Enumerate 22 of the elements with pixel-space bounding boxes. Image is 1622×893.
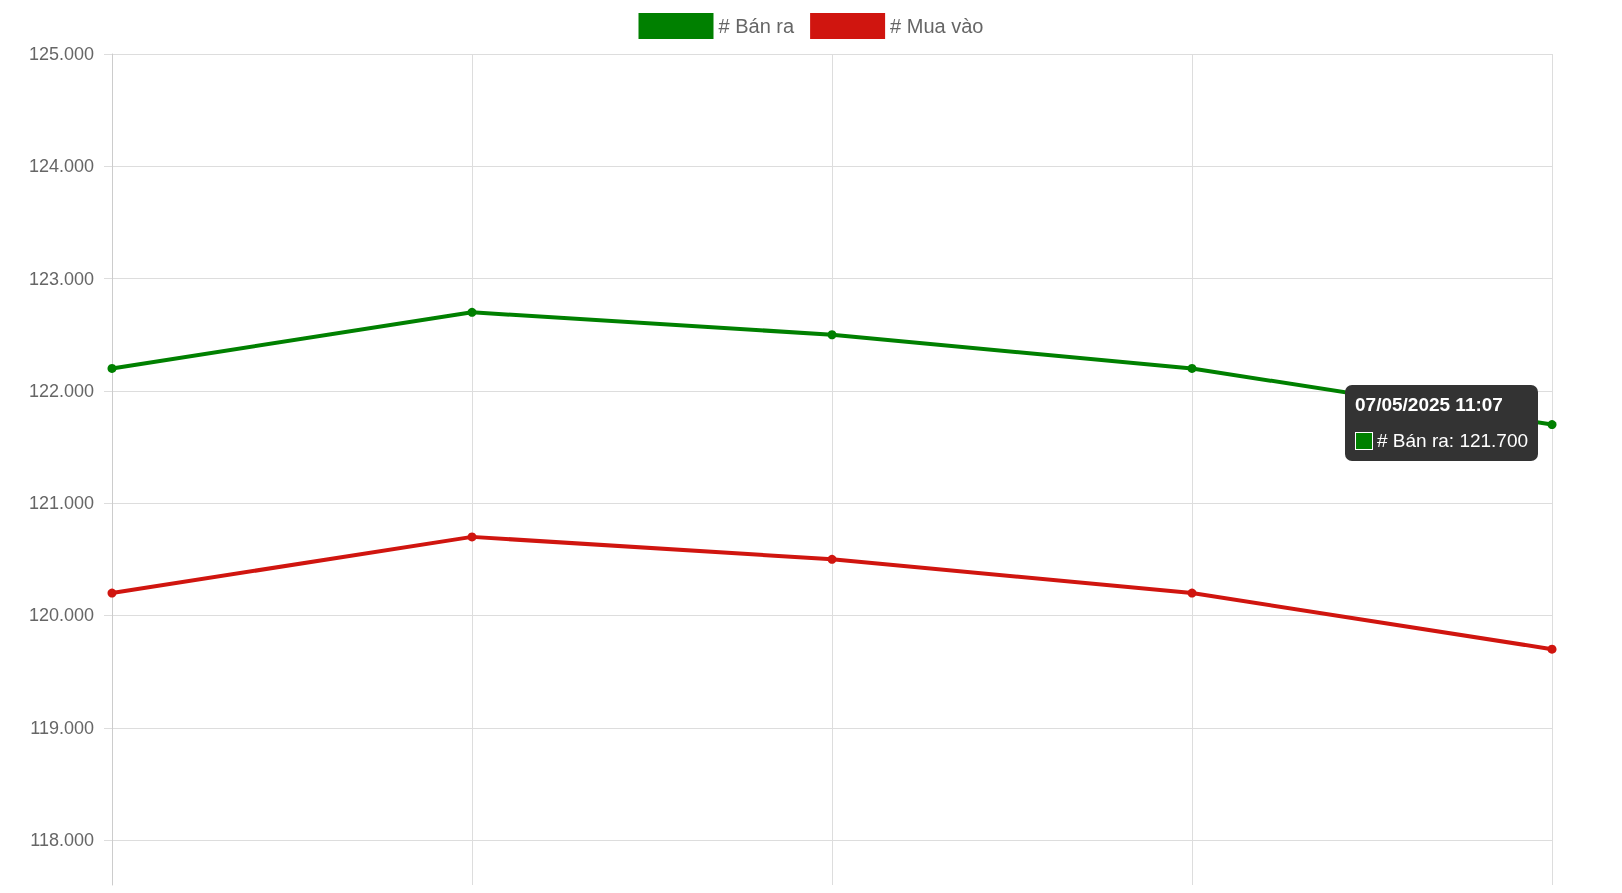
legend-label: # Bán ra — [718, 15, 795, 37]
point — [1547, 420, 1557, 430]
point — [827, 554, 837, 564]
point — [1187, 588, 1197, 598]
y-tick-label: 120.000 — [28, 605, 94, 626]
y-tick-label: 125.000 — [28, 44, 94, 64]
point — [1187, 363, 1197, 373]
y-tick-label: 119.000 — [30, 717, 94, 738]
annotation: 07/05/2025 11:07 — [1355, 393, 1503, 416]
y-tick-label: 118.000 — [30, 830, 94, 851]
legend-label: # Mua vào — [890, 15, 984, 37]
annotation: # Bán ra: 121.700 — [1377, 429, 1529, 452]
point — [107, 588, 117, 598]
y-tick-label: 124.000 — [28, 156, 94, 177]
point — [827, 330, 837, 340]
point — [467, 532, 477, 542]
y-tick-label: 122.000 — [28, 380, 94, 401]
y-tick-label: 121.000 — [28, 493, 94, 514]
point — [107, 363, 117, 373]
point — [467, 307, 477, 317]
y-tick-label: 123.000 — [28, 268, 94, 289]
point — [1547, 644, 1557, 654]
